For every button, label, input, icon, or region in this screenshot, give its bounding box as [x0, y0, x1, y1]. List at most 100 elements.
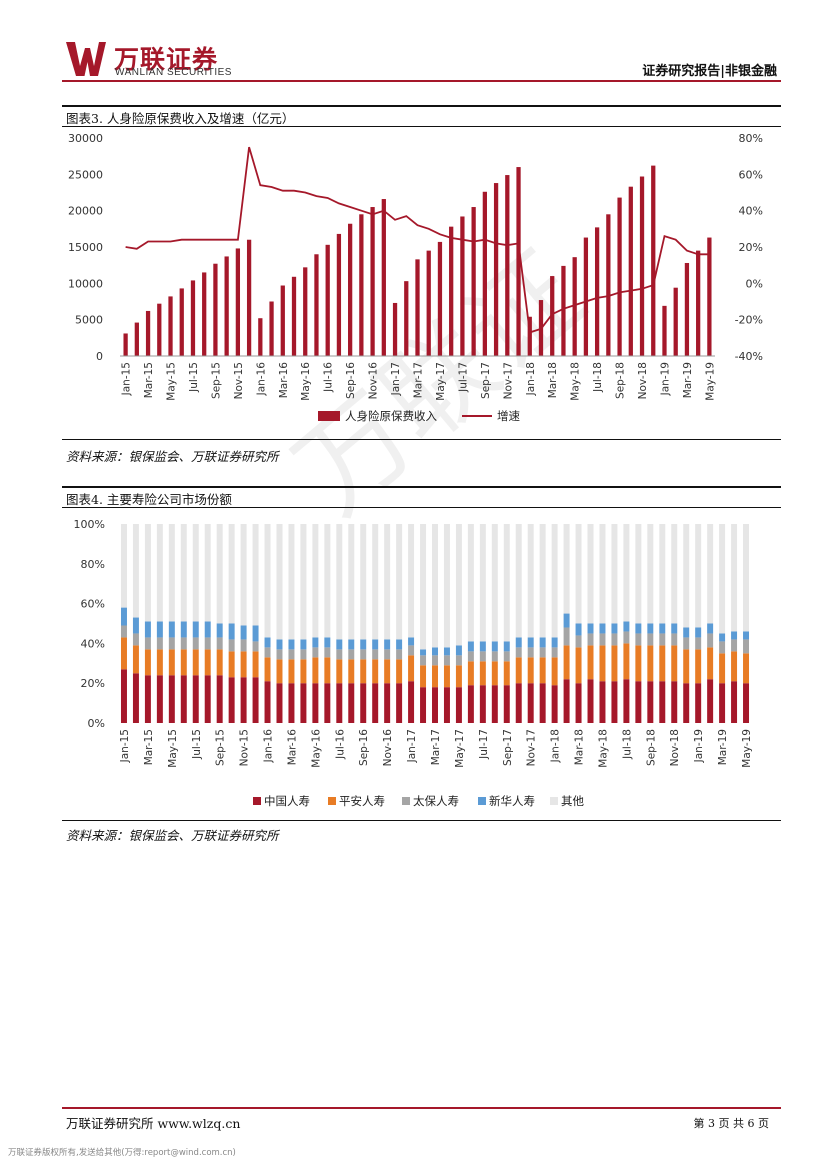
share-segment — [288, 683, 295, 723]
share-segment — [671, 623, 678, 634]
x-axis-tick-label: Jan-16 — [263, 729, 275, 764]
share-segment — [420, 524, 427, 650]
share-segment — [587, 524, 594, 624]
y-axis-tick-label: 80% — [81, 558, 105, 571]
share-segment — [204, 524, 211, 622]
x-axis-tick-label: Jan-18 — [525, 362, 537, 396]
share-segment — [216, 675, 223, 723]
share-segment — [288, 649, 295, 660]
share-segment — [479, 685, 486, 723]
share-segment — [719, 683, 726, 723]
share-segment — [575, 683, 582, 723]
share-segment — [527, 647, 534, 658]
premium-bar — [696, 250, 701, 356]
share-segment — [204, 637, 211, 650]
share-segment — [252, 625, 259, 642]
x-axis-tick-label: Mar-18 — [574, 729, 586, 765]
share-segment — [120, 669, 127, 723]
share-segment — [707, 524, 714, 624]
share-segment — [348, 524, 355, 640]
share-segment — [396, 524, 403, 640]
share-segment — [336, 659, 343, 684]
premium-bar — [662, 305, 667, 356]
share-segment — [623, 679, 630, 723]
left-axis-tick-label: 25000 — [68, 168, 103, 181]
share-segment — [432, 687, 438, 723]
share-segment — [324, 524, 331, 638]
y-axis-tick-label: 0% — [88, 717, 105, 730]
x-axis-tick-label: Sep-16 — [345, 362, 357, 399]
share-segment — [587, 633, 594, 646]
share-segment — [659, 633, 666, 646]
figure4-source: 资料来源：银保监会、万联证券研究所 — [66, 828, 279, 843]
share-segment — [719, 524, 726, 634]
share-segment — [467, 524, 474, 642]
share-segment — [539, 647, 546, 658]
share-segment — [683, 637, 690, 650]
share-segment — [743, 524, 750, 632]
legend-label-premium: 人身险原保费收入 — [345, 409, 437, 423]
share-segment — [731, 681, 738, 723]
share-segment — [479, 524, 486, 642]
share-segment — [515, 524, 522, 638]
share-segment — [228, 639, 235, 652]
share-segment — [144, 524, 151, 622]
share-segment — [443, 665, 450, 688]
share-segment — [300, 659, 307, 684]
share-segment — [396, 659, 403, 684]
share-segment — [443, 687, 450, 723]
share-segment — [432, 655, 438, 666]
share-segment — [635, 524, 642, 624]
premium-bar — [550, 276, 555, 356]
premium-bar — [314, 254, 319, 356]
premium-bar — [449, 226, 454, 356]
share-segment — [216, 637, 223, 650]
x-axis-tick-label: Mar-17 — [413, 362, 425, 398]
x-axis-tick-label: Jan-15 — [119, 729, 131, 763]
share-segment — [336, 639, 343, 650]
share-segment — [515, 683, 522, 723]
share-segment — [707, 623, 714, 634]
right-axis-tick-label: 60% — [739, 168, 763, 181]
x-axis-tick-label: May-18 — [570, 362, 582, 401]
share-segment — [120, 607, 127, 626]
left-axis-tick-label: 20000 — [68, 205, 103, 218]
left-axis-tick-label: 5000 — [75, 314, 103, 327]
share-segment — [731, 651, 738, 682]
share-segment — [312, 637, 319, 648]
share-segment — [491, 641, 498, 652]
x-axis-tick-label: Jan-19 — [693, 729, 705, 763]
share-segment — [312, 683, 319, 723]
share-segment — [647, 524, 654, 624]
premium-bar — [516, 167, 521, 356]
share-segment — [144, 621, 151, 638]
share-segment — [719, 641, 726, 654]
share-segment — [491, 651, 498, 662]
share-segment — [384, 683, 391, 723]
share-segment — [455, 655, 462, 666]
share-segment — [527, 683, 534, 723]
share-segment — [551, 685, 558, 723]
share-segment — [659, 524, 666, 624]
y-axis-tick-label: 40% — [81, 637, 105, 650]
share-segment — [599, 681, 606, 723]
share-segment — [420, 649, 427, 656]
share-segment — [515, 647, 522, 658]
legend-label: 中国人寿 — [264, 794, 310, 808]
share-segment — [611, 524, 618, 624]
legend-swatch — [402, 797, 410, 805]
share-segment — [168, 621, 175, 638]
share-segment — [300, 524, 307, 640]
x-axis-tick-label: Mar-18 — [547, 362, 559, 398]
footer-left: 万联证券研究所 www.wlzq.cn — [66, 1116, 241, 1131]
share-segment — [671, 645, 678, 682]
share-segment — [563, 524, 570, 614]
share-segment — [587, 679, 594, 723]
share-segment — [168, 637, 175, 650]
share-segment — [132, 633, 139, 646]
share-segment — [312, 524, 319, 638]
footer-rule — [62, 1107, 781, 1109]
share-segment — [623, 524, 630, 622]
x-axis-tick-label: Jan-15 — [121, 362, 133, 396]
x-axis-tick-label: Sep-17 — [480, 362, 492, 399]
